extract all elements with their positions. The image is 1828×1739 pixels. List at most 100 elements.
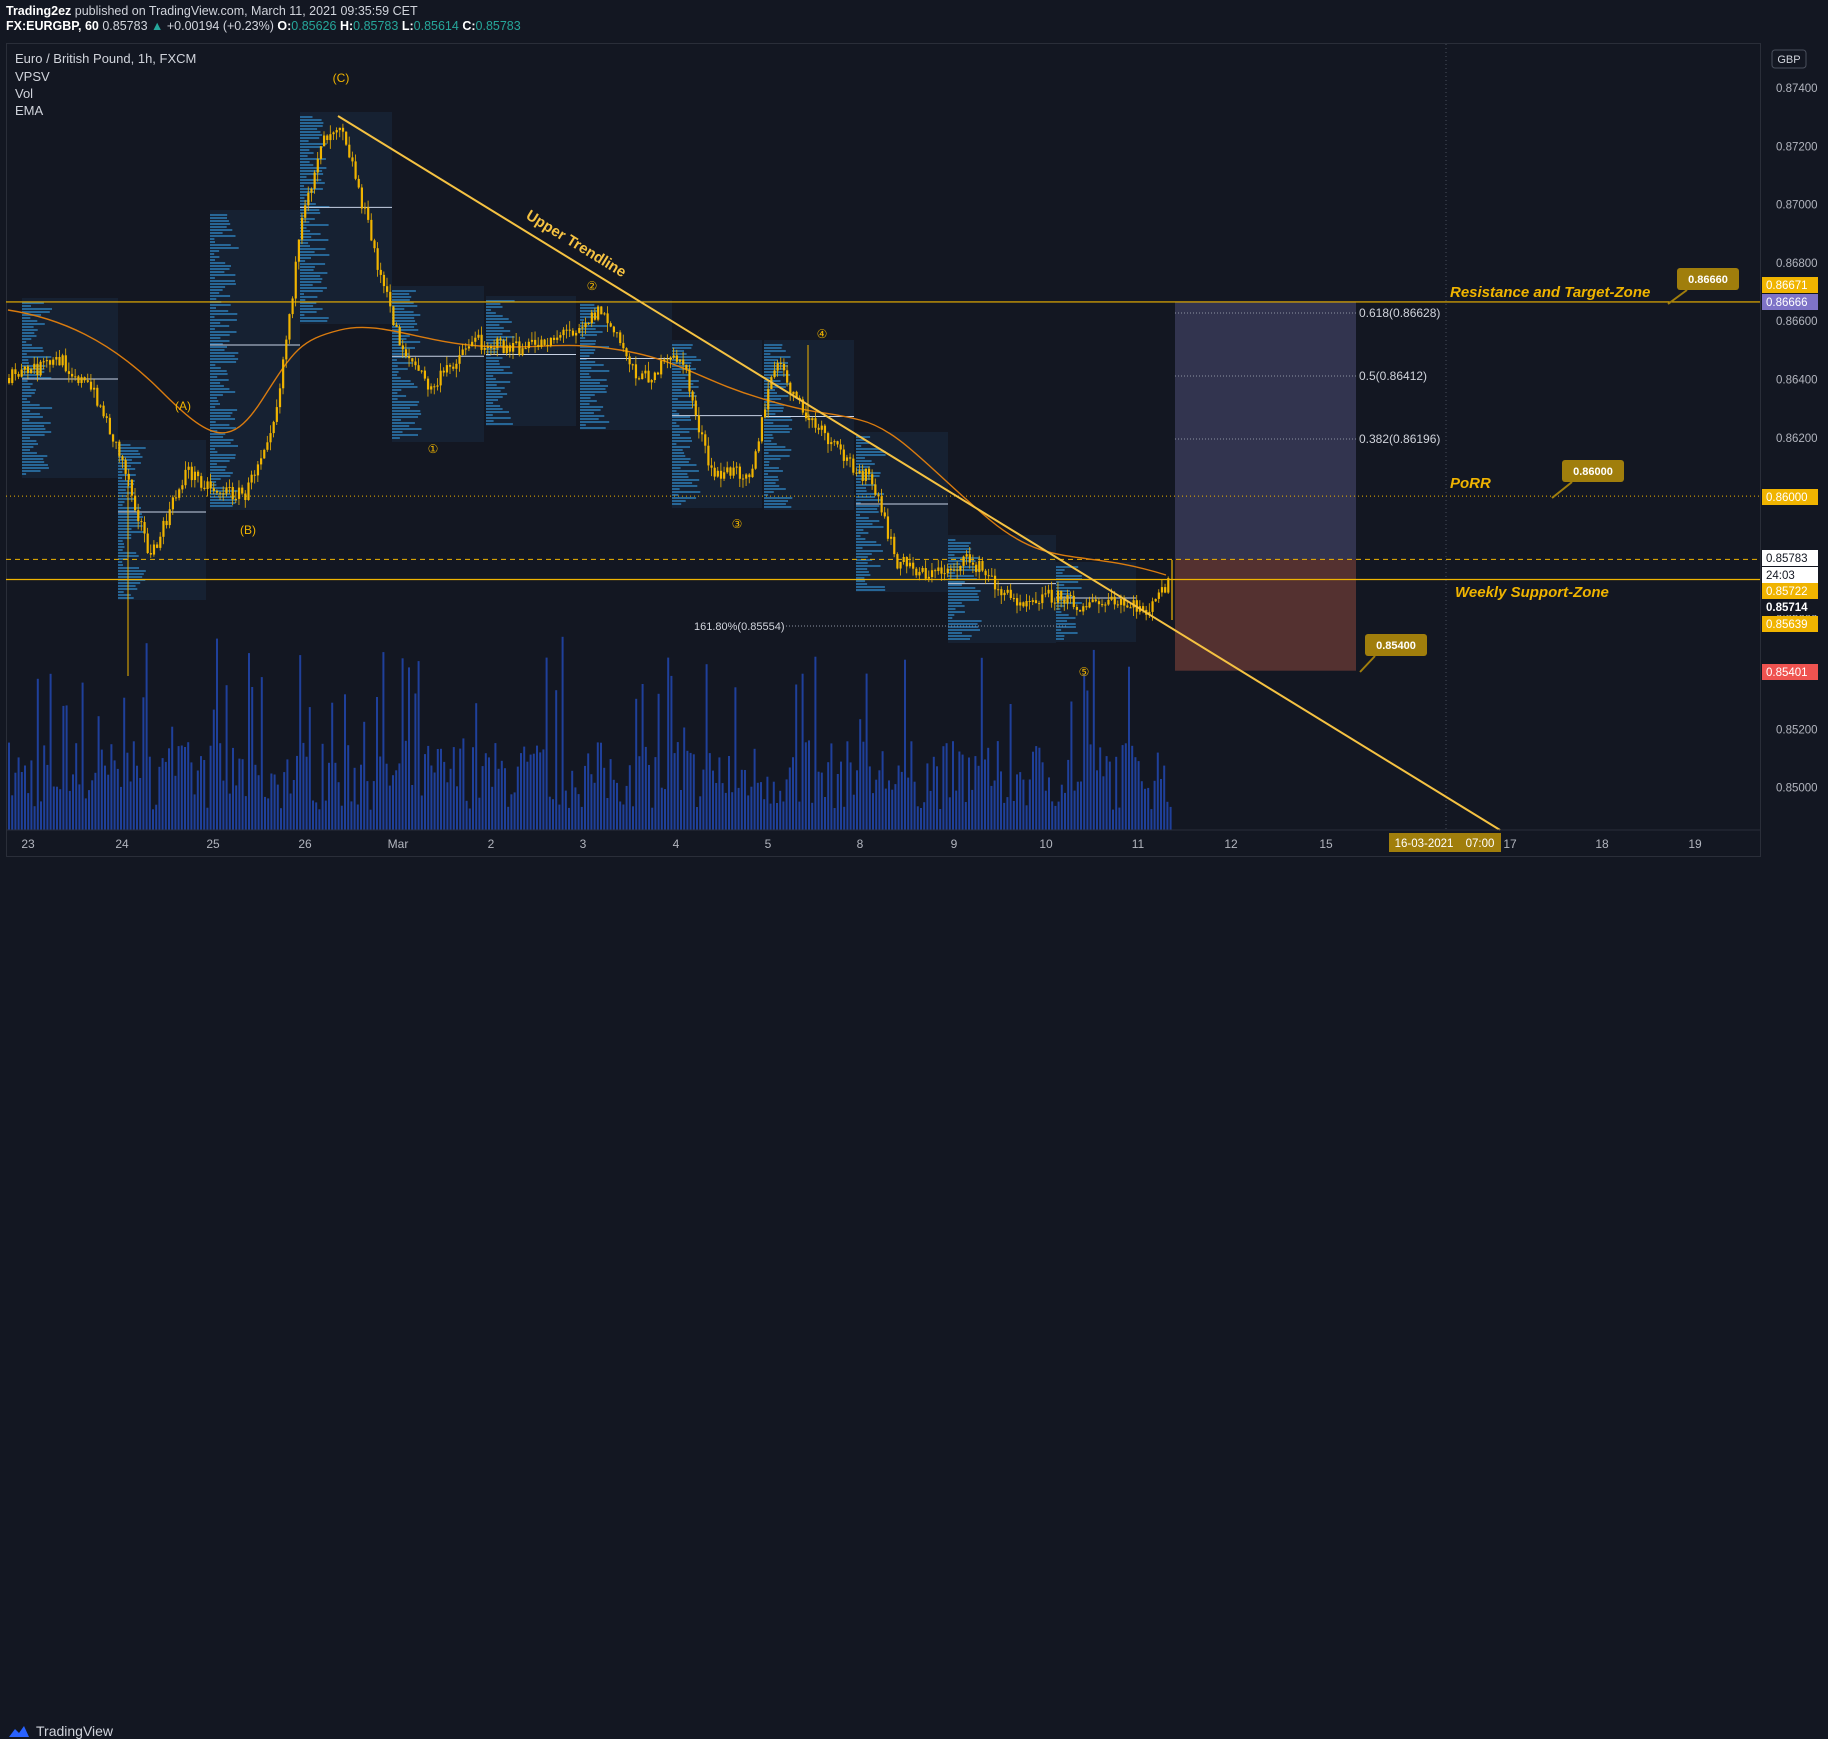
tradingview-cloud-icon [9,1726,29,1737]
volume-profile-row [300,122,324,124]
wave-label[interactable]: (B) [240,523,256,537]
candle-body [820,425,823,430]
wave-label[interactable]: ③ [732,517,743,531]
candle-body [162,520,165,537]
resistance-zone-label[interactable]: Resistance and Target-Zone [1450,284,1650,301]
callout-stop-box[interactable] [1365,634,1427,656]
candle-body [871,474,874,485]
callout-porr-text[interactable]: 0.86000 [1573,466,1613,478]
legend-indicator-vpsv[interactable]: VPSV [15,69,50,84]
volume-profile-row [1056,602,1082,604]
volume-profile-row [856,577,865,579]
wave-label[interactable]: ④ [817,327,828,341]
volume-profile-row [764,419,793,421]
volume-profile-row [948,566,977,568]
legend-indicator-ema[interactable]: EMA [15,103,44,118]
volume-profile-row [22,380,28,382]
callout-target-box[interactable] [1677,268,1739,290]
volume-profile-row [764,428,792,430]
volume-profile-row [118,462,141,464]
volume-bar [907,777,910,830]
candle-body [174,497,178,499]
volume-profile-row [1056,635,1065,637]
callout-target-text[interactable]: 0.86660 [1688,274,1728,286]
weekly-support-label[interactable]: Weekly Support-Zone [1455,584,1609,601]
candle-body [278,388,282,408]
volume-bar [264,796,266,830]
candle-body [1072,595,1075,607]
volume-profile-row [210,253,215,255]
volume-profile-row [300,158,326,160]
candle-body [622,342,625,349]
volume-profile-row [118,450,139,452]
author-name[interactable]: Trading2ez [6,4,72,18]
volume-profile-row [580,370,610,372]
volume-bar [769,803,772,830]
price-axis[interactable] [1762,0,1828,857]
price-chart[interactable]: 0.618(0.86628) 0.5(0.86412) 0.382(0.86196)… [0,0,1828,857]
volume-profile-row [856,454,886,456]
volume-profile-row [392,416,418,418]
upper-trendline[interactable] [337,115,1501,831]
volume-profile-row [486,399,498,401]
upper-trendline-label[interactable]: Upper Trendline [523,207,629,281]
volume-profile-box [486,296,576,426]
volume-profile-row [22,371,45,373]
candle-body [568,329,571,331]
volume-profile-row [118,516,144,518]
chart-pane[interactable] [6,43,1761,857]
volume-profile-row [580,376,591,378]
candle-body [1091,599,1094,603]
volume-profile-row [856,469,866,471]
wave-label[interactable]: ② [587,279,598,293]
candle-body [20,369,23,377]
volume-bar [603,767,606,830]
volume-profile-row [1056,623,1076,625]
volume-profile-row [118,498,136,500]
callout-porr-box[interactable] [1562,460,1624,482]
currency-badge[interactable]: GBP [1777,54,1800,66]
volume-profile-row [672,419,691,421]
volume-profile-row [486,384,497,386]
candle-body [357,178,360,188]
wave-label[interactable]: (A) [175,399,191,413]
candle-body [877,494,880,497]
price-badge [1762,583,1818,599]
volume-profile-row [210,469,226,471]
tradingview-logo[interactable]: TradingView [8,1723,113,1739]
candle-body [304,205,307,218]
wave-label[interactable]: ⑤ [1079,665,1090,679]
volume-profile-row [764,443,777,445]
currency-badge-box[interactable] [1771,49,1807,69]
candle-body [729,467,732,476]
volume-bar [945,743,948,830]
candle-body [518,341,521,356]
candle-body [389,291,392,307]
volume-bar [942,746,945,830]
volume-bar [324,800,327,830]
volume-profile-row [764,425,789,427]
volume-profile-row [580,373,590,375]
volume-profile-row [300,176,307,178]
legend-title[interactable]: Euro / British Pound, 1h, FXCM [15,51,197,66]
wave-label[interactable]: ① [428,442,439,456]
candle-body [1151,601,1154,612]
price-badge-text: 0.86666 [1766,297,1808,309]
volume-profile-row [210,352,239,354]
volume-bar [846,741,849,830]
candle-body [33,363,36,370]
legend-indicator-vol[interactable]: Vol [15,86,34,101]
candle-body [786,370,789,383]
volume-bar [1153,780,1156,830]
wave-label[interactable]: (C) [333,71,350,85]
callout-stop-text[interactable]: 0.85400 [1376,640,1416,652]
candle-body [1104,604,1107,606]
volume-profile-row [1056,587,1082,589]
porr-label[interactable]: PoRR [1450,475,1491,492]
volume-profile-row [118,573,144,575]
volume-profile-row [210,481,217,483]
volume-profile-row [392,362,414,364]
volume-profile-row [300,212,321,214]
volume-profile-row [210,439,234,441]
candle-body [294,261,297,299]
